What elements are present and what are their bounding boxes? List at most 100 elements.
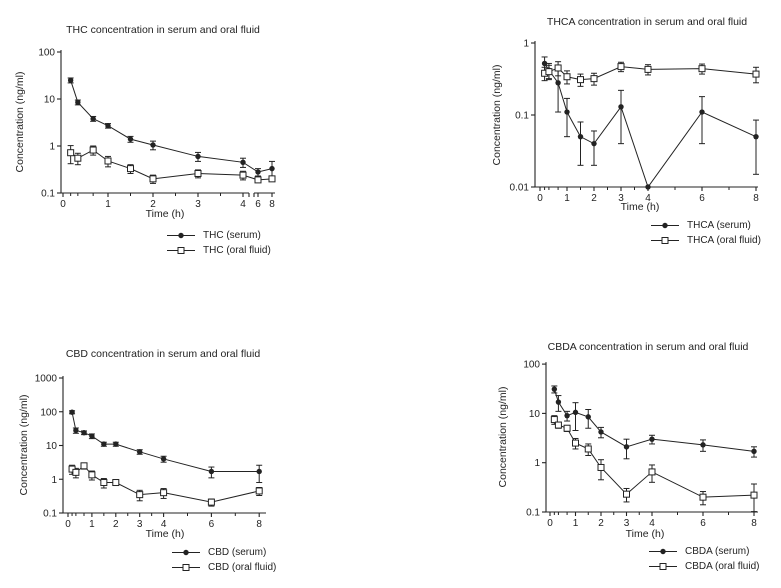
x-tick-label: 2 [113, 519, 119, 530]
y-axis-label: Concentration (ng/ml) [14, 71, 26, 173]
x-tick-label: 3 [195, 199, 201, 210]
x-tick-label: 1 [573, 518, 579, 529]
oral-fluid-marker-icon [649, 563, 677, 570]
x-tick-label: 3 [624, 518, 630, 529]
chart-thc: 0.1 1 10 100 0 1 2 3 4 6 8 THC concentration in se… [0, 0, 390, 294]
x-tick-label: 8 [269, 199, 275, 210]
y-tick-label: 100 [38, 48, 55, 59]
series-serum [551, 385, 757, 460]
y-tick-label: 0.1 [526, 508, 540, 519]
x-tick-label: 8 [256, 519, 262, 530]
y-ticks: 0.1 1 10 100 [38, 48, 61, 200]
x-tick-label: 4 [649, 518, 655, 529]
chart-title: THC concentration in serum and oral flui… [66, 24, 260, 36]
oral-fluid-marker-icon [172, 564, 200, 571]
series-serum [67, 77, 275, 181]
y-tick-label: 10 [46, 441, 58, 452]
x-tick-label: 4 [645, 193, 651, 204]
chart-cbda: 0.1 1 10 100 0 1 2 3 4 6 8 CBDA concentration in s… [390, 294, 780, 588]
chart-thca: 0.01 0.1 1 0 1 2 3 4 6 8 THCA concentration in se… [390, 0, 780, 294]
y-tick-label: 0.01 [510, 183, 530, 194]
x-tick-label: 1 [105, 199, 111, 210]
chart-cbd: 0.1 1 10 100 1000 0 1 2 3 4 6 8 CBD concentration i… [0, 294, 390, 588]
y-ticks: 0.1 1 10 100 1000 [35, 374, 63, 520]
cbd-plot-area: 0.1 1 10 100 1000 0 1 2 3 4 6 8 [35, 374, 266, 530]
legend-label-oral-fluid: THC (oral fluid) [203, 245, 271, 256]
x-tick-label: 0 [537, 193, 543, 204]
series-serum [541, 56, 759, 190]
legend-item-oral-fluid: CBDA (oral fluid) [648, 560, 759, 573]
x-ticks: 0 1 2 3 4 6 8 [537, 187, 759, 204]
series-serum [69, 409, 263, 484]
legend-item-serum: CBD (serum) [171, 546, 276, 559]
y-tick-label: 1 [534, 458, 540, 469]
y-tick-label: 1 [51, 475, 57, 486]
legend-label-serum: CBDA (serum) [685, 546, 750, 557]
y-tick-label: 100 [523, 360, 540, 371]
serum-marker-icon [167, 232, 195, 239]
x-axis-label: Time (h) [620, 201, 660, 213]
x-tick-label: 6 [699, 193, 705, 204]
series-oral-fluid [67, 145, 276, 184]
x-axis-label: Time (h) [145, 528, 185, 540]
series-oral-fluid [68, 462, 263, 507]
legend-item-serum: CBDA (serum) [648, 545, 759, 558]
x-tick-label: 0 [547, 518, 553, 529]
x-tick-label: 4 [161, 519, 167, 530]
y-tick-label: 0.1 [41, 189, 55, 200]
x-tick-label: 1 [564, 193, 570, 204]
x-tick-label: 3 [618, 193, 624, 204]
serum-marker-icon [172, 549, 200, 556]
series-oral-fluid [550, 415, 758, 513]
serum-marker-icon [651, 222, 679, 229]
y-tick-label: 100 [40, 407, 57, 418]
legend-item-serum: THCA (serum) [650, 219, 761, 232]
y-axis-label: Concentration (ng/ml) [18, 394, 30, 496]
chart-title: THCA concentration in serum and oral flu… [546, 16, 748, 28]
y-ticks: 0.01 0.1 1 [510, 39, 535, 194]
x-tick-label: 0 [60, 199, 66, 210]
x-tick-label: 1 [89, 519, 95, 530]
chart-title: CBDA concentration in serum and oral flu… [547, 341, 749, 353]
legend: CBD (serum) CBD (oral fluid) [171, 546, 276, 576]
chart-title: CBD concentration in serum and oral flui… [65, 348, 261, 360]
y-tick-label: 1 [523, 39, 529, 50]
legend-label-serum: THCA (serum) [687, 220, 751, 231]
x-tick-label: 0 [65, 519, 71, 530]
cbda-plot-area: 0.1 1 10 100 0 1 2 3 4 6 8 [523, 360, 758, 529]
legend-item-oral-fluid: THC (oral fluid) [166, 244, 271, 257]
y-axis-label: Concentration (ng/ml) [491, 64, 503, 166]
x-tick-label: 2 [598, 518, 604, 529]
y-axis-label: Concentration (ng/ml) [497, 386, 509, 488]
oral-fluid-marker-icon [651, 237, 679, 244]
legend: THC (serum) THC (oral fluid) [166, 229, 271, 259]
legend-item-oral-fluid: CBD (oral fluid) [171, 561, 276, 574]
x-axis-label: Time (h) [145, 208, 185, 220]
x-tick-label: 2 [150, 199, 156, 210]
legend-label-oral-fluid: THCA (oral fluid) [687, 235, 761, 246]
oral-fluid-marker-icon [167, 247, 195, 254]
legend-label-oral-fluid: CBDA (oral fluid) [685, 561, 760, 572]
serum-marker-icon [649, 548, 677, 555]
y-tick-label: 0.1 [43, 509, 57, 520]
y-tick-label: 10 [529, 409, 541, 420]
x-tick-label: 8 [753, 193, 759, 204]
legend-label-serum: THC (serum) [203, 230, 261, 241]
y-ticks: 0.1 1 10 100 [523, 360, 546, 519]
legend-label-serum: CBD (serum) [208, 547, 267, 558]
legend: CBDA (serum) CBDA (oral fluid) [648, 545, 759, 575]
legend-item-oral-fluid: THCA (oral fluid) [650, 234, 761, 247]
legend: THCA (serum) THCA (oral fluid) [650, 219, 761, 249]
x-tick-label: 6 [700, 518, 706, 529]
y-tick-label: 0.1 [515, 111, 529, 122]
x-tick-label: 3 [137, 519, 143, 530]
x-tick-label: 2 [591, 193, 597, 204]
legend-label-oral-fluid: CBD (oral fluid) [208, 562, 277, 573]
y-tick-label: 1 [49, 142, 55, 153]
legend-item-serum: THC (serum) [166, 229, 271, 242]
thc-plot-area: 0.1 1 10 100 0 1 2 3 4 6 8 [38, 48, 276, 210]
